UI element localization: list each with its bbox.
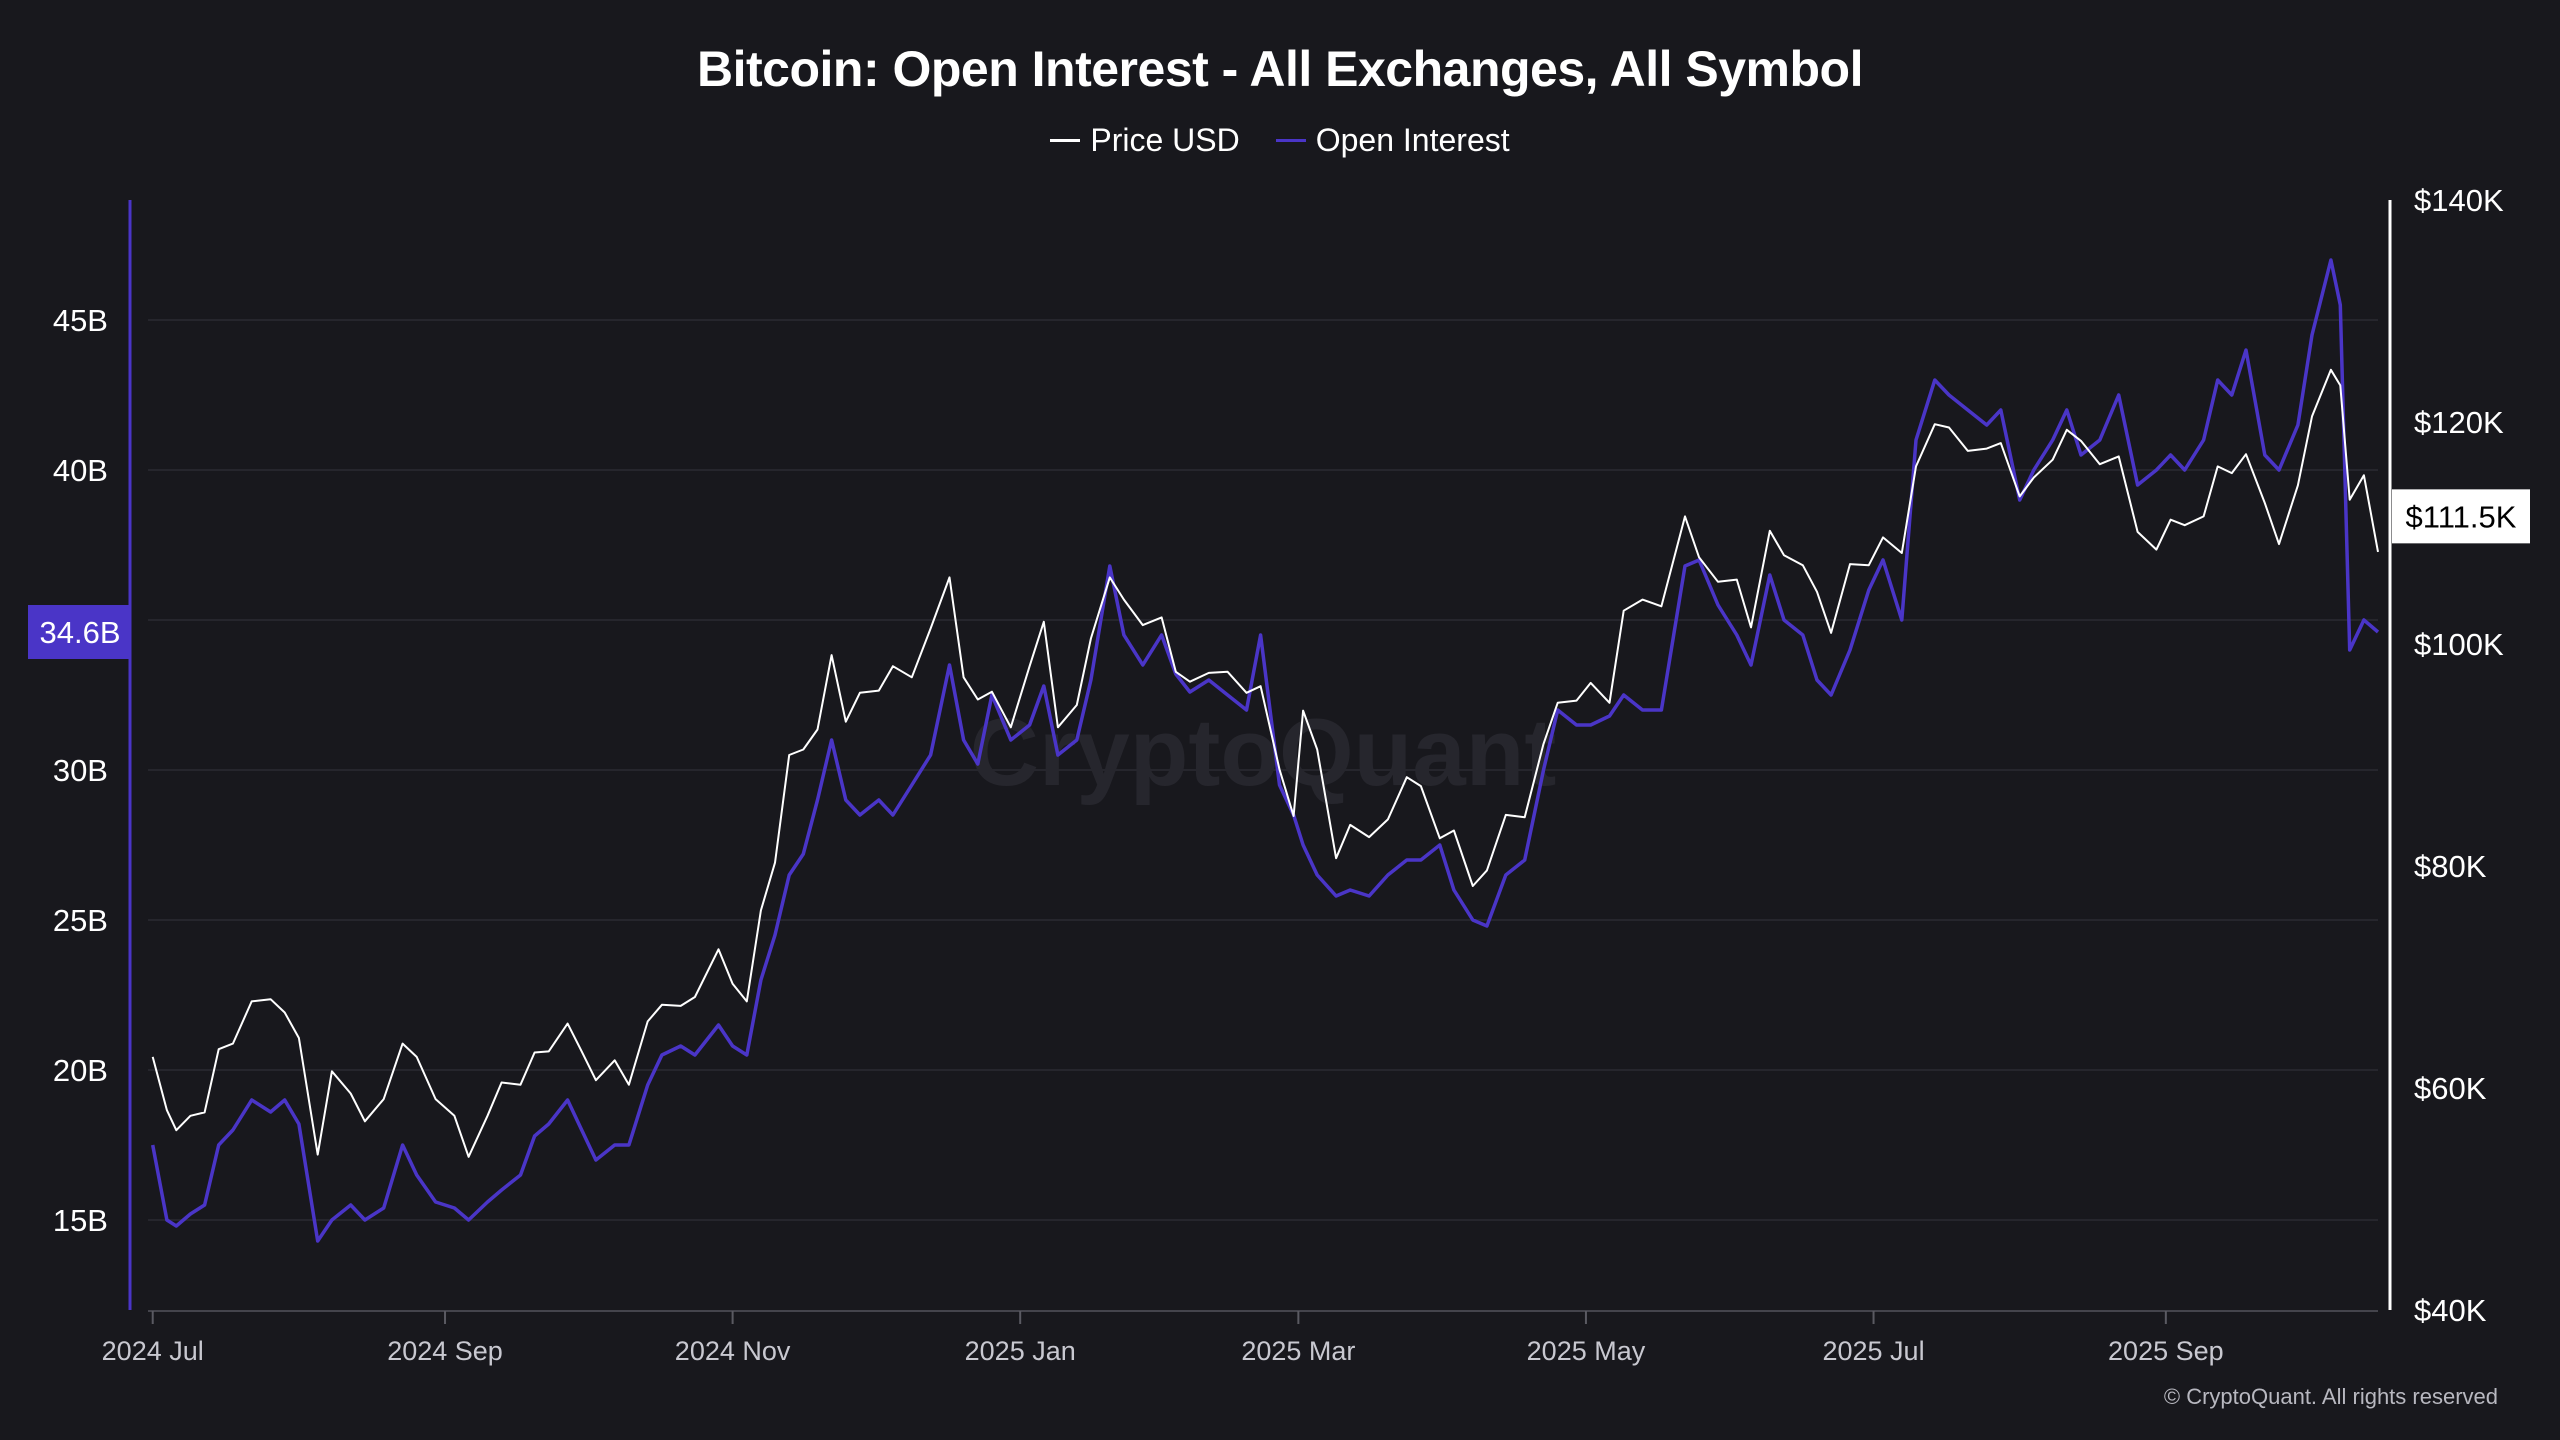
x-tick-label-2025-01-01: 2025 Jan [965,1336,1076,1366]
copyright-notice: © CryptoQuant. All rights reserved [2163,1384,2498,1409]
current-price-label: $111.5K [2406,499,2517,534]
x-tick-label-2025-05-01: 2025 May [1527,1336,1646,1366]
left-tick-label-25: 25B [53,903,108,938]
legend-label-open-interest: Open Interest [1315,122,1510,158]
right-tick-label-40000: $40K [2414,1293,2487,1328]
series-line-open-interest [150,258,2380,1243]
right-tick-label-120000: $120K [2414,405,2504,440]
x-tick-label-2024-07-01: 2024 Jul [102,1336,204,1366]
left-tick-label-20: 20B [53,1053,108,1088]
current-oi-badge [28,605,131,659]
x-tick-label-2024-09-01: 2024 Sep [387,1336,503,1366]
x-tick-label-2024-11-01: 2024 Nov [675,1336,791,1366]
right-tick-label-80000: $80K [2414,849,2487,884]
x-tick-label-2025-09-01: 2025 Sep [2108,1336,2224,1366]
right-tick-label-100000: $100K [2414,627,2504,662]
legend-swatch-open-interest [1275,139,1306,142]
legend-item-price[interactable]: Price USD [1050,122,1240,159]
left-tick-label-45: 45B [53,303,108,338]
left-tick-label-40: 40B [53,453,108,488]
x-tick-label-2025-07-01: 2025 Jul [1822,1336,1924,1366]
right-tick-label-140000: $140K [2414,183,2504,218]
legend-label-price: Price USD [1090,122,1240,158]
right-tick-label-60000: $60K [2414,1071,2487,1106]
left-tick-label-15: 15B [53,1203,108,1238]
series-line-price-usd [151,368,2379,1158]
current-oi-label: 34.6B [39,615,120,650]
chart-legend: Price USD Open Interest [0,122,2560,159]
x-tick-label-2025-03-01: 2025 Mar [1241,1336,1355,1366]
current-price-badge [2392,489,2530,544]
chart-title: Bitcoin: Open Interest - All Exchanges, … [697,41,1863,97]
legend-swatch-price [1050,139,1081,142]
left-tick-label-30: 30B [53,753,108,788]
legend-item-open-interest[interactable]: Open Interest [1275,122,1510,159]
